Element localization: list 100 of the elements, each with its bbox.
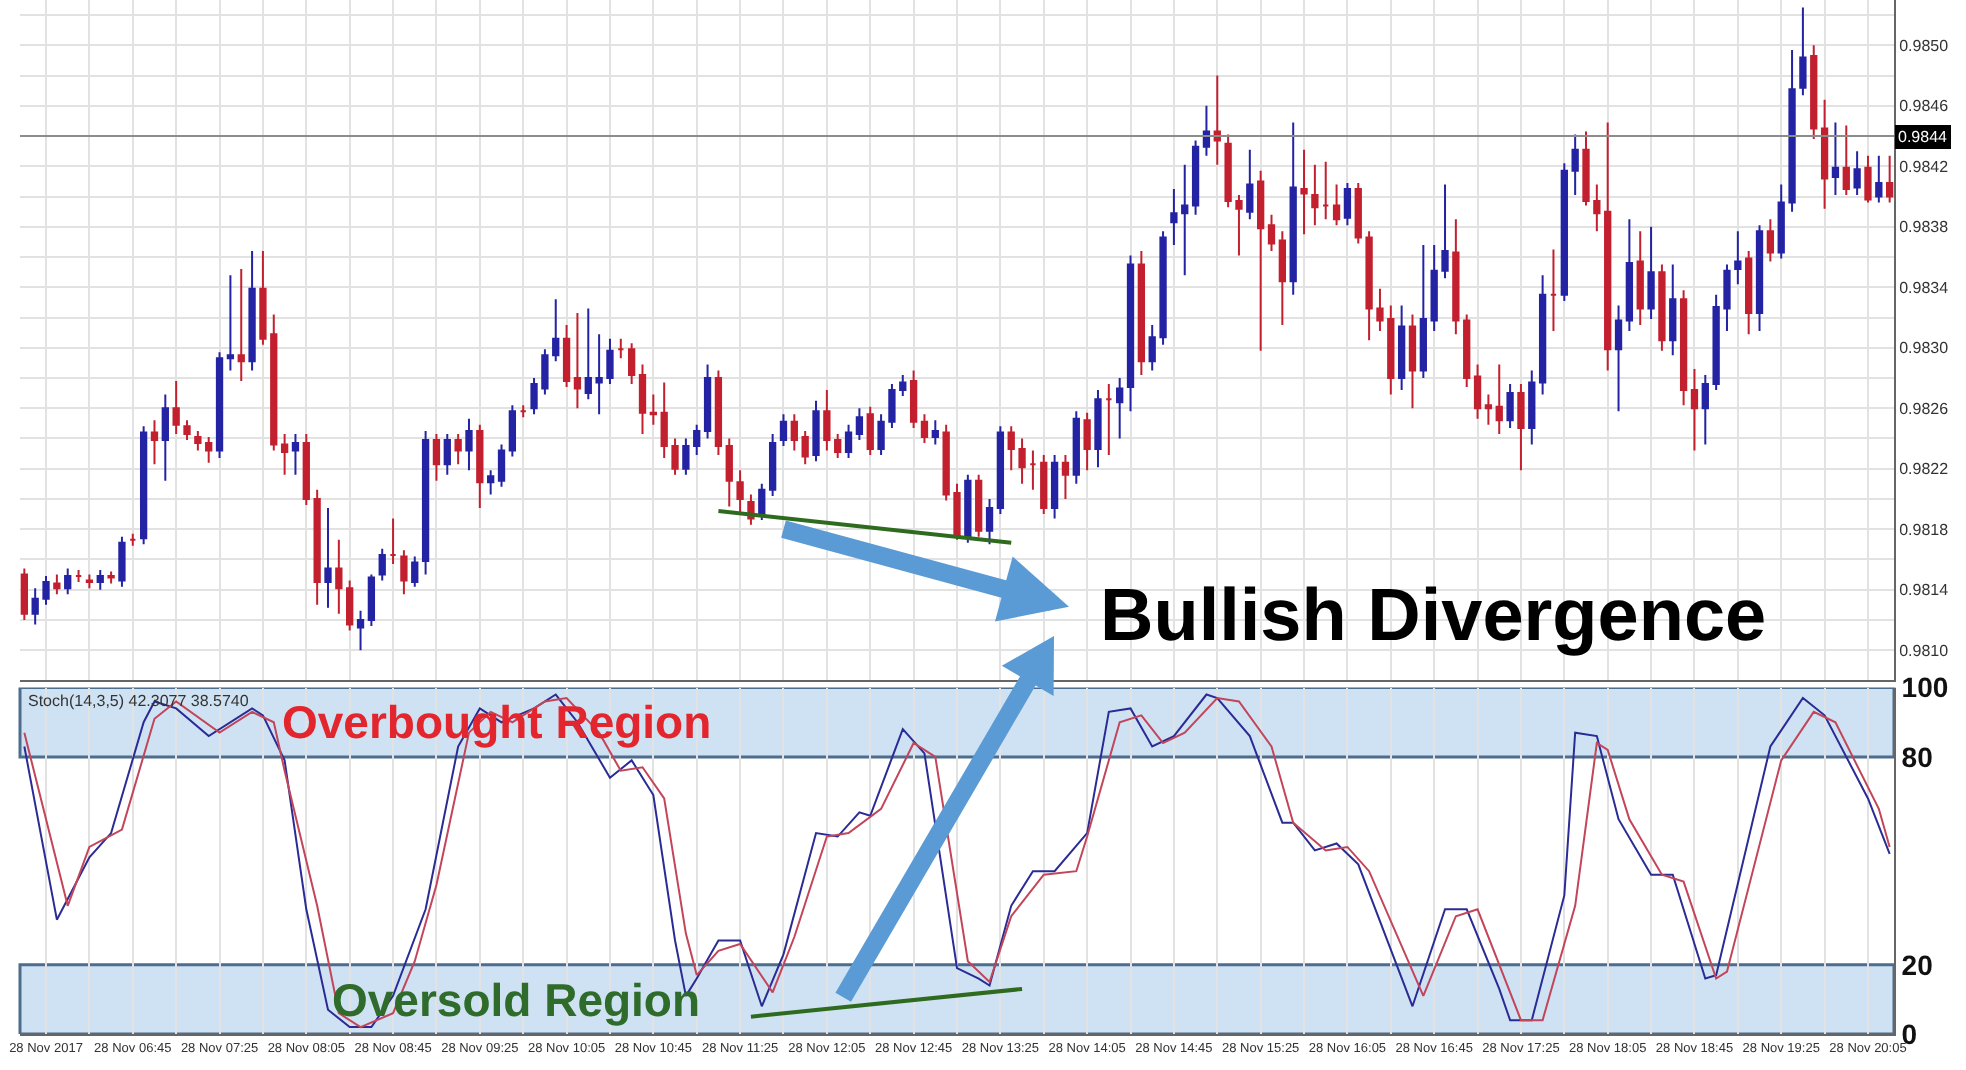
candlestick [1506, 383, 1514, 429]
candlestick [487, 469, 495, 496]
candlestick [443, 432, 451, 476]
candlestick [302, 432, 310, 506]
candlestick [1755, 224, 1764, 333]
candlestick [215, 351, 224, 460]
candlestick [617, 337, 625, 360]
candlestick [1647, 225, 1655, 321]
y-tick-label: 0.9818 [1899, 520, 1950, 539]
candlestick [1257, 169, 1265, 352]
y-tick-label: 0.9842 [1899, 157, 1950, 176]
candlestick [1202, 104, 1211, 157]
candlestick [237, 268, 245, 382]
candlestick [909, 369, 918, 429]
candlestick [714, 369, 723, 457]
candlestick [1810, 44, 1818, 141]
y-tick-label: 0.9838 [1899, 218, 1950, 237]
y-tick-label: 0.9822 [1899, 460, 1950, 479]
candlestick [454, 432, 462, 466]
candlestick [1116, 376, 1124, 440]
candlestick [1495, 363, 1503, 435]
candlestick [1690, 367, 1699, 452]
y-tick-label: 80 [1901, 740, 1934, 773]
y-tick-label: 0.9810 [1899, 641, 1950, 660]
y-tick-label: 0.9846 [1899, 97, 1950, 116]
candlestick [1625, 218, 1634, 333]
candlestick [324, 507, 332, 609]
candlestick [1094, 389, 1102, 469]
candlestick [107, 570, 115, 585]
candlestick [85, 573, 94, 590]
ref-line-label: 0.9844 [1898, 128, 1949, 146]
candlestick [1278, 230, 1286, 327]
candlestick [1213, 74, 1221, 166]
candlestick [411, 555, 419, 588]
candlestick [844, 423, 853, 460]
candlestick [996, 425, 1005, 516]
candlestick [1408, 313, 1417, 410]
candlestick [519, 404, 527, 419]
candlestick [1126, 254, 1135, 413]
candlestick [638, 363, 647, 435]
candlestick [1538, 274, 1547, 396]
candlestick [1083, 411, 1091, 472]
candlestick [1289, 121, 1297, 296]
candlestick [226, 274, 235, 372]
candlestick [1191, 139, 1200, 216]
candlestick [367, 573, 376, 627]
candlestick [400, 549, 408, 596]
candlestick [801, 429, 809, 466]
candlestick [129, 532, 137, 547]
candlestick [812, 399, 820, 463]
candlestick [920, 413, 929, 444]
candlestick [1029, 449, 1037, 491]
candlestick [649, 393, 657, 426]
candlestick [432, 432, 441, 482]
y-tick-label: 100 [1901, 671, 1949, 704]
candlestick [20, 567, 28, 621]
candlestick [356, 609, 365, 652]
candlestick [378, 547, 386, 582]
candlestick [779, 413, 788, 448]
candlestick [497, 443, 506, 488]
candlestick [1831, 121, 1840, 197]
candlestick [1745, 249, 1753, 336]
candlestick [1875, 154, 1883, 204]
candlestick [1397, 304, 1406, 392]
candlestick [96, 569, 104, 591]
candlestick [628, 342, 636, 386]
y-tick-label: 0.9834 [1899, 278, 1950, 297]
y-tick-label: 0.9814 [1899, 581, 1950, 600]
candlestick [1246, 148, 1254, 221]
candlestick [1484, 393, 1493, 426]
candlestick [1528, 369, 1536, 446]
candlestick [1267, 213, 1276, 252]
candlestick [118, 535, 126, 588]
candlestick [1072, 410, 1080, 485]
candlestick [161, 393, 169, 482]
candlestick [1332, 183, 1341, 227]
candlestick [1473, 363, 1482, 420]
candlestick [562, 324, 571, 389]
y-tick-label: 0.9850 [1899, 36, 1950, 55]
candlestick [248, 249, 256, 372]
y-tick-label: 0.9826 [1899, 399, 1950, 418]
candlestick [64, 567, 72, 596]
annotation: Stoch(14,3,5) 42.3077 38.5740 [28, 692, 250, 710]
candlestick [573, 311, 582, 410]
candlestick [1571, 133, 1579, 197]
candlestick [1658, 263, 1666, 352]
candlestick [465, 417, 473, 472]
candlestick [1343, 181, 1352, 227]
candlestick [931, 419, 939, 446]
candlestick [1050, 454, 1059, 520]
candlestick [703, 363, 712, 440]
y-tick-label: 0.9830 [1899, 339, 1950, 358]
candlestick [758, 482, 766, 522]
candlestick [1820, 98, 1829, 210]
candlestick [1853, 150, 1861, 197]
candlestick [790, 413, 798, 452]
candlestick [1679, 289, 1688, 407]
candlestick [389, 517, 397, 565]
candlestick [1734, 230, 1742, 286]
candlestick [975, 473, 983, 538]
